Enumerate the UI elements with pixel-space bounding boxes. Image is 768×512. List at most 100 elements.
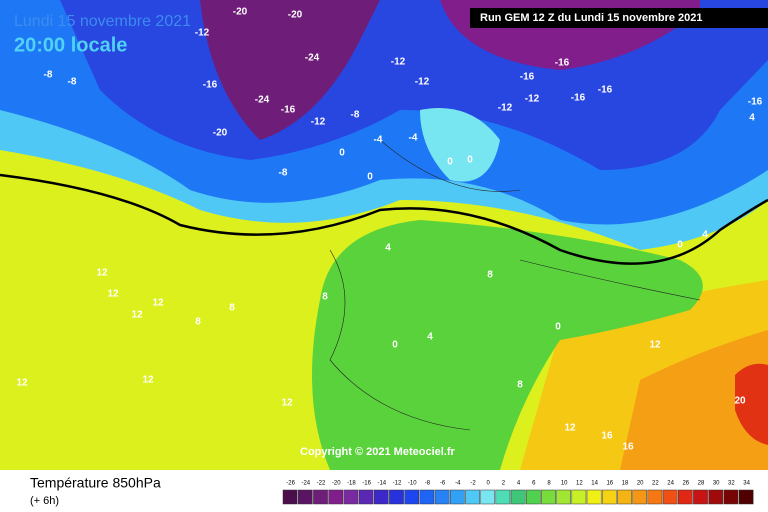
map-label: -12 xyxy=(525,94,540,105)
map-label: 0 xyxy=(467,155,473,166)
map-label: -4 xyxy=(409,133,418,144)
legend-swatch xyxy=(313,489,328,505)
legend-label: 22 xyxy=(652,481,659,487)
legend-label: -26 xyxy=(286,481,295,487)
legend-label: 2 xyxy=(502,481,506,487)
map-label: 0 xyxy=(339,148,345,159)
legend-swatch xyxy=(510,489,526,505)
map-label: 12 xyxy=(152,298,164,309)
map-label: -12 xyxy=(311,117,326,128)
legend-swatch xyxy=(738,489,754,505)
legend-label: -6 xyxy=(440,481,446,487)
map-label: 0 xyxy=(555,322,561,333)
legend-swatch xyxy=(328,489,344,505)
legend-swatch xyxy=(708,489,724,505)
map-label: 0 xyxy=(447,157,453,168)
map-label: 8 xyxy=(517,380,523,391)
map-label: -8 xyxy=(44,70,53,81)
map-label: 12 xyxy=(107,289,119,300)
legend-label: 30 xyxy=(713,481,720,487)
legend-swatch xyxy=(465,489,480,505)
copyright: Copyright © 2021 Meteociel.fr xyxy=(300,446,456,458)
map-label: 0 xyxy=(392,340,398,351)
legend-swatch xyxy=(419,489,435,505)
legend-label: 14 xyxy=(591,481,598,487)
run-info: Run GEM 12 Z du Lundi 15 novembre 2021 xyxy=(480,12,703,24)
legend-swatch xyxy=(677,489,693,505)
footer-step: (+ 6h) xyxy=(30,495,59,507)
legend-swatch xyxy=(723,489,739,505)
legend-swatch xyxy=(358,489,374,505)
map-label: -16 xyxy=(555,58,570,69)
legend-label: 4 xyxy=(517,481,521,487)
legend-swatch xyxy=(601,489,617,505)
legend-swatch xyxy=(571,489,587,505)
legend-label: -20 xyxy=(332,481,341,487)
legend-label: 12 xyxy=(576,481,583,487)
footer-title: Température 850hPa xyxy=(30,475,161,491)
map-label: 16 xyxy=(601,431,613,442)
map-background xyxy=(0,0,768,470)
legend-swatch xyxy=(693,489,708,505)
map-label: -12 xyxy=(391,57,406,68)
map-label: 12 xyxy=(16,378,28,389)
legend-label: -14 xyxy=(377,481,386,487)
legend-label: 34 xyxy=(743,481,750,487)
legend-swatch xyxy=(662,489,678,505)
legend-label: 18 xyxy=(622,481,629,487)
legend-swatch xyxy=(389,489,404,505)
map-label: -16 xyxy=(571,93,586,104)
map-label: 12 xyxy=(564,423,576,434)
legend-label: -24 xyxy=(301,481,310,487)
map-label: -8 xyxy=(68,77,77,88)
legend-label: 32 xyxy=(728,481,735,487)
legend-swatch xyxy=(617,489,632,505)
map-time: 20:00 locale xyxy=(14,34,127,56)
legend-label: 8 xyxy=(547,481,551,487)
legend-label: 26 xyxy=(682,481,689,487)
legend-label: -16 xyxy=(362,481,371,487)
map-label: 12 xyxy=(649,340,661,351)
legend-swatch xyxy=(480,489,496,505)
map-label: -20 xyxy=(288,10,303,21)
legend-label: 28 xyxy=(698,481,705,487)
legend-swatch xyxy=(282,489,298,505)
map-label: -4 xyxy=(374,135,383,146)
map-label: -16 xyxy=(203,80,218,91)
map-label: -16 xyxy=(281,105,296,116)
legend-label: -18 xyxy=(347,481,356,487)
legend-label: 6 xyxy=(532,481,536,487)
map-label: -24 xyxy=(305,53,320,64)
legend-label: -2 xyxy=(470,481,476,487)
legend-label: 0 xyxy=(487,481,491,487)
legend-label: -22 xyxy=(317,481,326,487)
map-label: 12 xyxy=(131,310,143,321)
legend-swatch xyxy=(525,489,541,505)
legend-swatch xyxy=(632,489,648,505)
map-label: -8 xyxy=(351,110,360,121)
map-label: -8 xyxy=(279,168,288,179)
map-label: -12 xyxy=(498,103,513,114)
legend-label: 10 xyxy=(561,481,568,487)
legend-label: -8 xyxy=(425,481,431,487)
legend-swatch xyxy=(373,489,389,505)
legend-swatch xyxy=(541,489,556,505)
map-label: 20 xyxy=(734,396,746,407)
map-label: -16 xyxy=(598,85,613,96)
legend-label: 20 xyxy=(637,481,644,487)
legend-label: -12 xyxy=(393,481,402,487)
map-date: Lundi 15 novembre 2021 xyxy=(14,13,191,30)
legend-label: -4 xyxy=(455,481,461,487)
legend-label: 16 xyxy=(606,481,613,487)
legend-swatch xyxy=(449,489,465,505)
legend-swatch xyxy=(586,489,602,505)
map-label: 0 xyxy=(367,172,373,183)
map-label: -12 xyxy=(195,28,210,39)
map-label: 4 xyxy=(427,332,433,343)
legend-swatch xyxy=(297,489,313,505)
legend-label: 24 xyxy=(667,481,674,487)
map-label: 4 xyxy=(385,243,391,254)
map-label: 8 xyxy=(229,303,235,314)
map-label: 0 xyxy=(677,240,683,251)
